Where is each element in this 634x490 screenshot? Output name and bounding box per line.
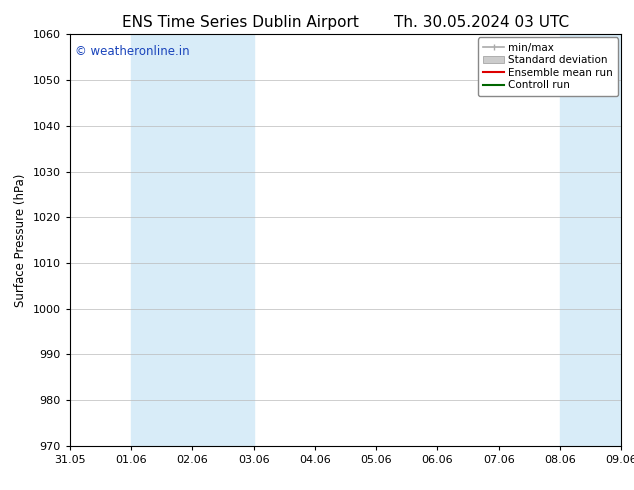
- Y-axis label: Surface Pressure (hPa): Surface Pressure (hPa): [14, 173, 27, 307]
- Legend: min/max, Standard deviation, Ensemble mean run, Controll run: min/max, Standard deviation, Ensemble me…: [478, 37, 618, 96]
- Text: © weatheronline.in: © weatheronline.in: [75, 45, 190, 58]
- Bar: [560, 34, 621, 446]
- Bar: [131, 34, 254, 446]
- Text: ENS Time Series Dublin Airport: ENS Time Series Dublin Airport: [122, 15, 359, 30]
- Text: Th. 30.05.2024 03 UTC: Th. 30.05.2024 03 UTC: [394, 15, 569, 30]
